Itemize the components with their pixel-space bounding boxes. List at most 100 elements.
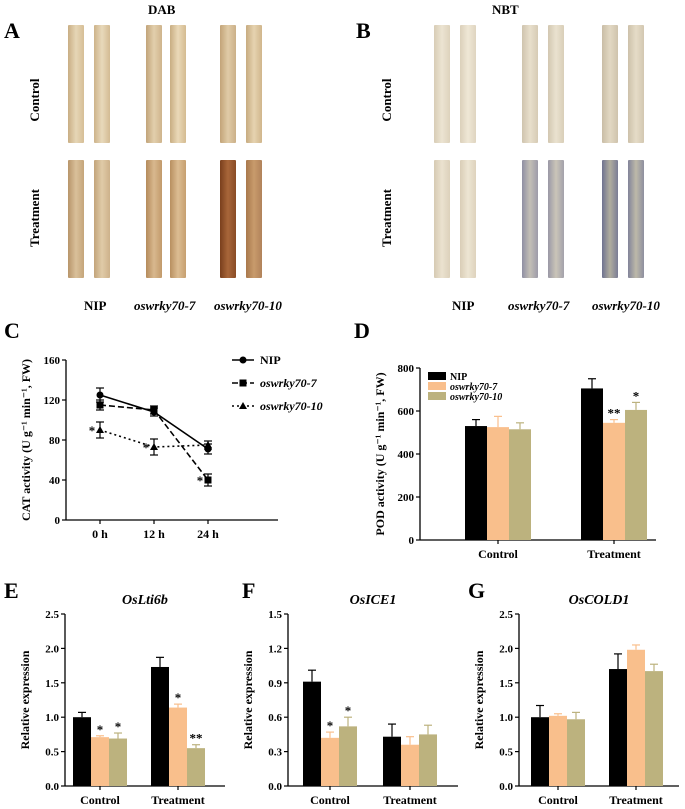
chart-title: OsCOLD1 [569, 593, 630, 608]
bar [603, 422, 625, 540]
legend-label: NIP [450, 372, 467, 383]
bar [609, 669, 627, 786]
bar [627, 649, 645, 786]
genotype-label-oswrky70-7-a: oswrky70-7 [134, 298, 196, 313]
panel-letter-a: A [4, 18, 20, 43]
leaf-image [68, 160, 84, 278]
x-tick-label: Control [310, 793, 350, 807]
bar [549, 715, 567, 786]
dab-title: DAB [148, 2, 176, 17]
genotype-label-oswrky70-7-b: oswrky70-7 [508, 298, 570, 313]
leaf-image [94, 25, 110, 143]
chart-oslti6b: 0.0 0.5 1.0 1.5 2.0 2.5 Relative expression OsL… [18, 593, 225, 807]
data-point [150, 406, 158, 414]
legend-swatch [428, 382, 446, 390]
chart-cat-activity: 0 40 80 120 160 CAT activity (U g⁻¹ min⁻¹, FW… [19, 353, 323, 541]
leaf-image [170, 160, 186, 278]
x-tick-label: Treatment [151, 793, 205, 807]
y-tick-label: 2.0 [499, 643, 513, 655]
leaf-image [460, 160, 476, 278]
bar [581, 388, 603, 540]
x-tick-label: Control [478, 547, 518, 561]
panel-letter-d: D [354, 318, 370, 343]
leaf-image [628, 160, 644, 278]
data-point [204, 441, 212, 448]
y-tick-label: 800 [398, 363, 415, 375]
y-axis-label: Relative expression [18, 650, 32, 749]
panel-letter-e: E [4, 578, 19, 603]
genotype-label-nip-b: NIP [452, 298, 475, 313]
significance-mark: ** [608, 406, 621, 421]
leaf-image [220, 160, 236, 278]
leaf-image [522, 25, 538, 143]
chart-osice1: 0.0 0.3 0.6 0.9 1.2 1.5 Relative expression OsI… [241, 593, 458, 807]
y-tick-label: 1.5 [499, 678, 513, 690]
x-tick-label: Control [80, 793, 120, 807]
y-tick-label: 0.9 [268, 678, 282, 690]
y-tick-label: 1.0 [45, 712, 59, 724]
leaf-image [548, 160, 564, 278]
y-tick-label: 0.0 [499, 781, 513, 793]
y-tick-label: 2.5 [45, 609, 59, 621]
bar [645, 671, 663, 786]
row-label-treatment-a: Treatment [27, 189, 42, 247]
y-axis-label: Relative expression [241, 650, 255, 749]
bar [73, 717, 91, 786]
leaf-image [434, 25, 450, 143]
y-tick-label: 40 [49, 475, 61, 487]
significance-mark: * [89, 423, 96, 438]
row-label-control-a: Control [27, 78, 42, 122]
legend-label: NIP [260, 353, 281, 367]
significance-mark: * [327, 718, 334, 733]
bar [531, 717, 549, 786]
significance-mark: * [197, 473, 204, 488]
bar [91, 737, 109, 786]
y-tick-label: 0 [55, 515, 61, 527]
data-point [96, 391, 104, 399]
significance-mark: * [345, 703, 352, 718]
significance-mark: ** [190, 731, 203, 746]
y-axis-label: CAT activity (U g⁻¹ min⁻¹, FW) [19, 359, 33, 521]
legend-swatch [428, 392, 446, 400]
significance-mark: * [175, 690, 182, 705]
y-tick-label: 160 [44, 355, 61, 367]
bar [419, 734, 437, 786]
bar [187, 748, 205, 786]
y-tick-label: 0.5 [45, 747, 59, 759]
bar [383, 736, 401, 786]
y-tick-label: 1.0 [499, 712, 513, 724]
y-tick-label: 1.5 [45, 678, 59, 690]
bar [401, 744, 419, 786]
bar [465, 426, 487, 540]
legend-marker [239, 356, 247, 364]
leaf-image [522, 160, 538, 278]
nbt-title: NBT [492, 2, 519, 17]
bar [169, 707, 187, 786]
y-tick-label: 1.2 [268, 643, 282, 655]
row-label-treatment-b: Treatment [379, 189, 394, 247]
data-point [150, 443, 158, 450]
bar [567, 719, 585, 786]
x-tick-label: Treatment [587, 547, 641, 561]
x-tick-label: 0 h [92, 527, 108, 541]
y-tick-label: 200 [398, 492, 415, 504]
y-tick-label: 120 [44, 395, 61, 407]
y-tick-label: 80 [49, 435, 61, 447]
y-tick-label: 0.5 [499, 747, 513, 759]
data-point [96, 401, 104, 409]
y-tick-label: 0.6 [268, 712, 282, 724]
leaf-image [602, 25, 618, 143]
leaf-image [602, 160, 618, 278]
chart-pod-activity: 0 200 400 600 800 POD activity (U g⁻¹ min⁻¹, … [373, 363, 656, 561]
bar [321, 737, 339, 786]
leaf-image [548, 25, 564, 143]
x-tick-label: Control [538, 793, 578, 807]
chart-title: OsICE1 [350, 593, 397, 608]
leaf-image [94, 160, 110, 278]
panel-letter-g: G [468, 578, 486, 603]
y-tick-label: 0.0 [45, 781, 59, 793]
significance-mark: * [115, 719, 122, 734]
data-point [204, 476, 212, 484]
y-tick-label: 2.5 [499, 609, 513, 621]
chart-title: OsLti6b [122, 593, 168, 608]
